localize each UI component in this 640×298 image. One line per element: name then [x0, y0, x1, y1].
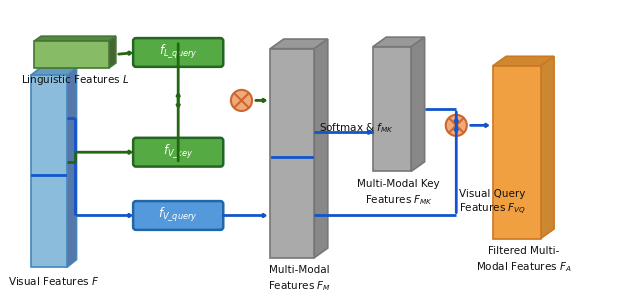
- FancyBboxPatch shape: [35, 41, 109, 68]
- Polygon shape: [31, 68, 77, 75]
- Text: Filtered Multi-
Modal Features $F_A$: Filtered Multi- Modal Features $F_A$: [476, 246, 571, 274]
- Polygon shape: [541, 56, 554, 238]
- Text: $f_{L\_query}$: $f_{L\_query}$: [159, 44, 198, 61]
- FancyBboxPatch shape: [133, 201, 223, 230]
- Polygon shape: [412, 37, 424, 171]
- FancyBboxPatch shape: [270, 49, 314, 258]
- Text: $f_{V\_key}$: $f_{V\_key}$: [163, 143, 193, 161]
- Circle shape: [445, 115, 467, 136]
- Text: Linguistic Features $L$: Linguistic Features $L$: [21, 73, 129, 87]
- Text: Visual Query
Features $F_{VQ}$: Visual Query Features $F_{VQ}$: [459, 189, 526, 218]
- Text: $f_{V\_query}$: $f_{V\_query}$: [158, 207, 198, 224]
- Polygon shape: [109, 36, 116, 68]
- Text: Visual Features $F$: Visual Features $F$: [8, 275, 99, 287]
- Polygon shape: [270, 39, 328, 49]
- Text: Multi-Modal Key
Features $F_{MK}$: Multi-Modal Key Features $F_{MK}$: [357, 179, 440, 207]
- Text: Softmax & $f_{MK}$: Softmax & $f_{MK}$: [319, 121, 394, 135]
- FancyBboxPatch shape: [133, 138, 223, 167]
- Polygon shape: [493, 56, 554, 66]
- FancyBboxPatch shape: [133, 38, 223, 67]
- Polygon shape: [373, 37, 424, 47]
- FancyBboxPatch shape: [373, 47, 412, 171]
- Polygon shape: [35, 36, 116, 41]
- FancyBboxPatch shape: [31, 75, 67, 267]
- Text: Multi-Modal
Features $F_M$: Multi-Modal Features $F_M$: [268, 265, 330, 293]
- Polygon shape: [67, 68, 77, 267]
- Circle shape: [231, 90, 252, 111]
- FancyBboxPatch shape: [493, 66, 541, 238]
- Polygon shape: [314, 39, 328, 258]
